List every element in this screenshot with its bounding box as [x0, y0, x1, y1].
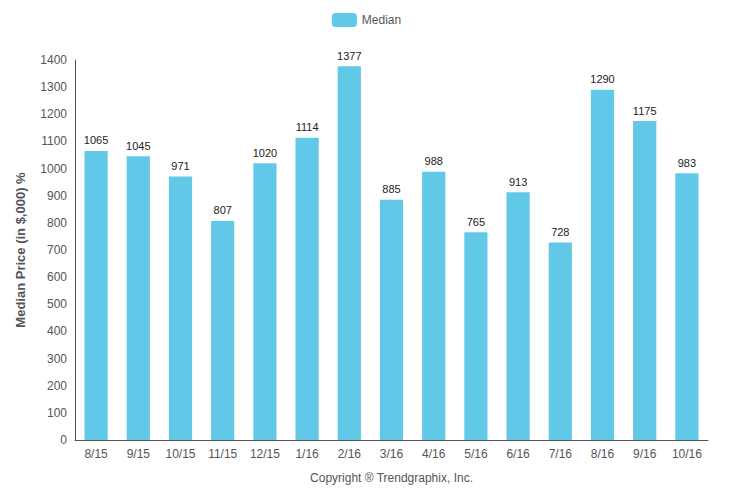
svg-text:913: 913 — [509, 176, 527, 188]
svg-text:900: 900 — [47, 189, 67, 203]
svg-text:7/16: 7/16 — [549, 447, 573, 461]
svg-text:Median Price (in $,000) %: Median Price (in $,000) % — [13, 172, 28, 328]
svg-text:4/16: 4/16 — [422, 447, 446, 461]
svg-text:10/16: 10/16 — [672, 447, 702, 461]
svg-text:1400: 1400 — [40, 53, 67, 67]
svg-text:1200: 1200 — [40, 107, 67, 121]
svg-text:5/16: 5/16 — [464, 447, 488, 461]
svg-text:800: 800 — [47, 216, 67, 230]
svg-text:10/15: 10/15 — [165, 447, 195, 461]
svg-text:1045: 1045 — [126, 140, 150, 152]
svg-text:1100: 1100 — [41, 134, 67, 148]
svg-text:12/15: 12/15 — [250, 447, 280, 461]
svg-text:983: 983 — [678, 157, 696, 169]
svg-text:807: 807 — [214, 204, 232, 216]
svg-text:11/15: 11/15 — [208, 447, 237, 461]
svg-text:500: 500 — [47, 297, 67, 311]
svg-text:1114: 1114 — [296, 121, 319, 133]
svg-text:885: 885 — [382, 183, 400, 195]
svg-text:1300: 1300 — [40, 80, 67, 94]
svg-text:100: 100 — [47, 406, 67, 420]
svg-text:1/16: 1/16 — [295, 447, 319, 461]
svg-text:988: 988 — [425, 155, 443, 167]
svg-text:600: 600 — [47, 270, 67, 284]
svg-text:8/15: 8/15 — [84, 447, 108, 461]
svg-text:1020: 1020 — [253, 147, 277, 159]
svg-text:8/16: 8/16 — [591, 447, 615, 461]
svg-text:1175: 1175 — [633, 105, 657, 117]
svg-text:0: 0 — [60, 433, 67, 447]
svg-text:300: 300 — [47, 352, 67, 366]
svg-text:9/16: 9/16 — [633, 447, 657, 461]
svg-text:765: 765 — [467, 216, 485, 228]
svg-text:2/16: 2/16 — [338, 447, 362, 461]
svg-text:400: 400 — [47, 324, 67, 338]
svg-text:200: 200 — [47, 379, 67, 393]
svg-text:6/16: 6/16 — [506, 447, 530, 461]
svg-text:Copyright ® Trendgraphix, Inc.: Copyright ® Trendgraphix, Inc. — [310, 471, 473, 485]
svg-text:Median: Median — [362, 13, 401, 27]
svg-text:3/16: 3/16 — [380, 447, 404, 461]
svg-text:1377: 1377 — [337, 50, 361, 62]
svg-text:1000: 1000 — [40, 162, 67, 176]
svg-text:9/15: 9/15 — [127, 447, 151, 461]
svg-text:1065: 1065 — [84, 134, 108, 146]
svg-text:971: 971 — [171, 160, 189, 172]
svg-text:728: 728 — [551, 226, 569, 238]
svg-text:1290: 1290 — [590, 73, 614, 85]
svg-text:700: 700 — [47, 243, 67, 257]
